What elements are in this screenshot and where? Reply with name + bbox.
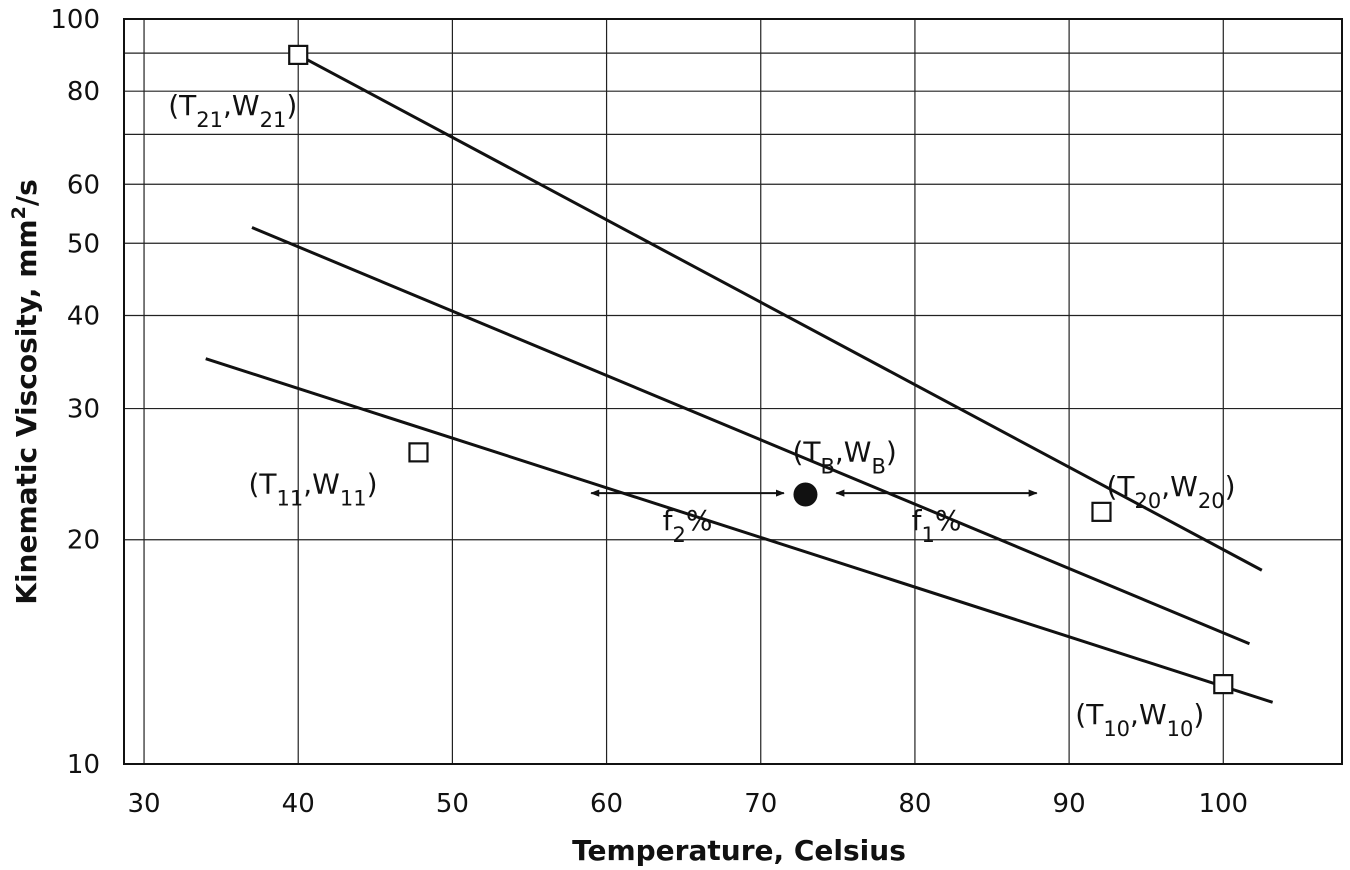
point-label: (TB,WB)	[792, 436, 896, 479]
point-marker	[408, 442, 429, 463]
point-label: (T11,W11)	[248, 467, 377, 510]
x-tick-label: 30	[127, 789, 160, 819]
arrow-label: f2%	[663, 504, 713, 547]
series-lines	[205, 53, 1274, 704]
x-axis-title: Temperature, Celsius	[572, 834, 906, 867]
y-tick-label: 10	[67, 750, 100, 780]
y-axis-title: Kinematic Viscosity, mm2/s	[8, 179, 43, 605]
point-marker	[793, 482, 818, 507]
series-line	[205, 357, 1274, 704]
x-tick-label: 60	[590, 789, 623, 819]
markers: (T21,W21) (T11,W11) (T20,W20) (T10,W10) (TB,…	[168, 44, 1236, 741]
annotations: f2% f1%	[590, 489, 1038, 547]
point-marker	[1213, 674, 1234, 695]
x-tick-label: 70	[744, 789, 777, 819]
point-marker	[1091, 501, 1112, 522]
y-tick-label: 20	[67, 526, 100, 556]
x-tick-label: 50	[436, 789, 469, 819]
y-tick-label: 60	[67, 170, 100, 200]
point-label: (T21,W21)	[168, 89, 297, 132]
point-label: (T10,W10)	[1075, 698, 1204, 741]
y-tick-label: 100	[50, 5, 100, 35]
tick-labels: 30 40 50 60 70 80 90 100 10 20 30 40 50 60 80 100	[50, 5, 1248, 819]
series-line	[251, 226, 1251, 646]
y-tick-label: 50	[67, 229, 100, 259]
arrow-label: f1%	[912, 504, 962, 547]
y-tick-label: 80	[67, 77, 100, 107]
point-label: (T20,W20)	[1106, 470, 1235, 513]
plot-frame	[123, 18, 1343, 765]
y-tick-label: 30	[67, 395, 100, 425]
x-tick-label: 100	[1198, 789, 1248, 819]
series-line	[297, 53, 1263, 572]
x-tick-label: 80	[898, 789, 931, 819]
x-tick-label: 40	[282, 789, 315, 819]
point-marker	[288, 44, 309, 65]
x-tick-label: 90	[1053, 789, 1086, 819]
y-tick-label: 40	[67, 301, 100, 331]
